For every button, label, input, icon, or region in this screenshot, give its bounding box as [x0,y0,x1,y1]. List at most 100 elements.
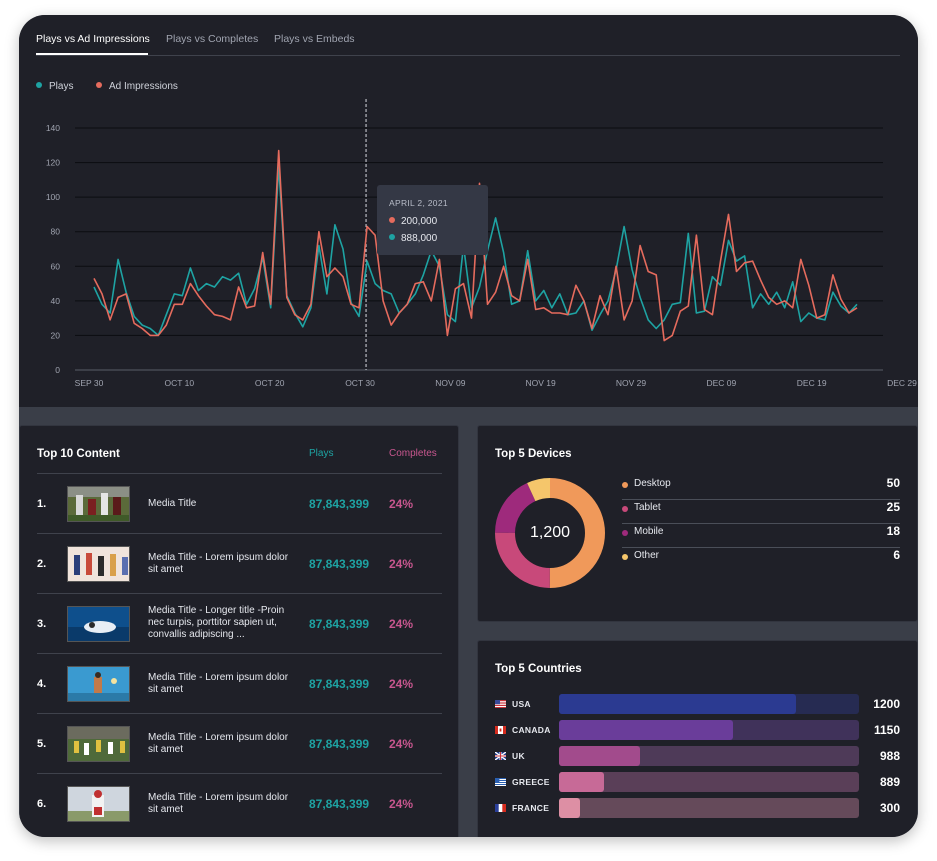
content-row[interactable]: 1. Media Title 87,843,399 24% [37,473,442,533]
top-content-card: Top 10 Content Plays Completes 1. Media … [19,425,459,837]
completes-value: 24% [389,677,414,691]
plays-value: 87,843,399 [309,677,370,691]
row-rank: 1. [37,498,47,510]
media-title[interactable]: Media Title - Lorem ipsum dolor sit amet [148,672,289,695]
device-row-other[interactable]: Other 6 [622,548,900,572]
y-tick-label: 60 [51,261,61,271]
device-label: Desktop [634,478,671,489]
y-tick-label: 120 [46,158,60,168]
country-value: 1200 [873,697,900,711]
media-title[interactable]: Media Title - Lorem ipsum dolor sit amet [148,552,289,575]
country-row-usa[interactable]: USA 1200 [495,694,900,714]
country-bar-fill [559,772,604,792]
x-tick-label: NOV 19 [526,378,557,388]
mobile-dot-icon [622,530,628,536]
tab-plays-vs-embeds[interactable]: Plays vs Embeds [274,33,355,45]
devices-donut-chart[interactable] [490,473,610,593]
quarterback-thumbnail [67,786,130,822]
device-label: Tablet [634,502,661,513]
legend-plays[interactable]: Plays [36,81,73,92]
row-rank: 6. [37,798,47,810]
tooltip-value: 200,000 [401,216,438,227]
media-title[interactable]: Media Title [148,498,197,509]
country-name: GREECE [512,777,550,787]
plays-value: 87,843,399 [309,497,370,511]
country-name: USA [512,699,531,709]
completes-value: 24% [389,497,414,511]
swimmer-thumbnail [67,606,130,642]
desktop-dot-icon [622,482,628,488]
legend-ad-impressions[interactable]: Ad Impressions [96,81,178,92]
plays-value: 87,843,399 [309,737,370,751]
donut-total: 1,200 [529,524,571,541]
tab-plays-vs-completes[interactable]: Plays vs Completes [166,33,259,45]
row-rank: 2. [37,558,47,570]
legend-label: Plays [49,81,74,92]
top-countries-title: Top 5 Countries [495,663,582,675]
row-rank: 5. [37,738,47,750]
device-value: 50 [886,476,900,490]
chart-tabs: Plays vs Ad Impressions Plays vs Complet… [36,15,900,56]
country-bar-fill [559,798,580,818]
plays-value: 87,843,399 [309,617,370,631]
completes-column-header[interactable]: Completes [389,448,437,459]
device-row-desktop[interactable]: Desktop 50 [622,476,900,500]
x-tick-label: DEC 29 [887,378,917,388]
media-title[interactable]: Media Title - Longer title -Proin nec tu… [148,605,285,640]
media-title[interactable]: Media Title - Lorem ipsum dolor sit amet [148,732,289,755]
device-row-tablet[interactable]: Tablet 25 [622,500,900,524]
donut-slice-tablet[interactable] [495,478,605,588]
runners-thumbnail [67,546,130,582]
x-tick-label: DEC 09 [706,378,736,388]
country-row-canada[interactable]: CANADA 1150 [495,720,900,740]
top-devices-card: Top 5 Devices 1,200 Desktop 50 Tablet 25… [477,425,918,622]
device-label: Mobile [634,526,664,537]
stadium-thumbnail [67,726,130,762]
tooltip-dot-icon [389,234,395,241]
content-row[interactable]: 3. Media Title - Longer title -Proin nec… [37,593,442,653]
country-bar-fill [559,694,796,714]
country-row-uk[interactable]: UK 988 [495,746,900,766]
greece-flag-icon [495,778,506,786]
top-countries-card: Top 5 Countries USA 1200 CANADA 1150 UK … [477,640,918,837]
country-bar-track [559,746,859,766]
country-value: 889 [879,775,900,789]
plays-column-header[interactable]: Plays [309,448,334,459]
x-tick-label: OCT 10 [165,378,195,388]
tooltip-row-ad-impressions: 200,000 [389,216,476,227]
legend-label: Ad Impressions [109,81,178,92]
country-row-france[interactable]: FRANCE 300 [495,798,900,818]
completes-value: 24% [389,737,414,751]
tooltip-value: 888,000 [401,233,438,244]
x-tick-label: DEC 19 [797,378,827,388]
tooltip-date: APRIL 2, 2021 [389,198,448,208]
tab-plays-vs-ad-impressions[interactable]: Plays vs Ad Impressions [36,33,150,45]
plays-value: 87,843,399 [309,557,370,571]
country-bar-fill [559,720,733,740]
y-tick-label: 0 [55,365,60,375]
x-tick-label: OCT 30 [345,378,375,388]
device-row-mobile[interactable]: Mobile 18 [622,524,900,548]
top-content-title: Top 10 Content [37,448,120,460]
series-line-plays[interactable] [93,165,858,337]
y-tick-label: 140 [46,123,60,133]
content-row[interactable]: 4. Media Title - Lorem ipsum dolor sit a… [37,653,442,713]
content-row[interactable]: 2. Media Title - Lorem ipsum dolor sit a… [37,533,442,593]
content-row[interactable]: 6. Media Title - Lorem ipsum dolor sit a… [37,773,442,833]
x-tick-label: OCT 20 [255,378,285,388]
country-row-greece[interactable]: GREECE 889 [495,772,900,792]
content-row[interactable]: 5. Media Title - Lorem ipsum dolor sit a… [37,713,442,773]
ad-impressions-legend-dot-icon [96,82,102,89]
plays-value: 87,843,399 [309,797,370,811]
completes-value: 24% [389,797,414,811]
y-tick-label: 20 [51,330,61,340]
donut-slice-other[interactable] [495,478,605,588]
country-name: CANADA [512,725,551,735]
country-bar-track [559,798,859,818]
chart-tooltip: APRIL 2, 2021 200,000 888,000 [377,185,488,255]
chart-panel: Plays vs Ad Impressions Plays vs Complet… [19,15,918,407]
other-dot-icon [622,554,628,560]
device-value: 6 [893,548,900,562]
country-value: 300 [879,801,900,815]
media-title[interactable]: Media Title - Lorem ipsum dolor sit amet [148,792,289,815]
